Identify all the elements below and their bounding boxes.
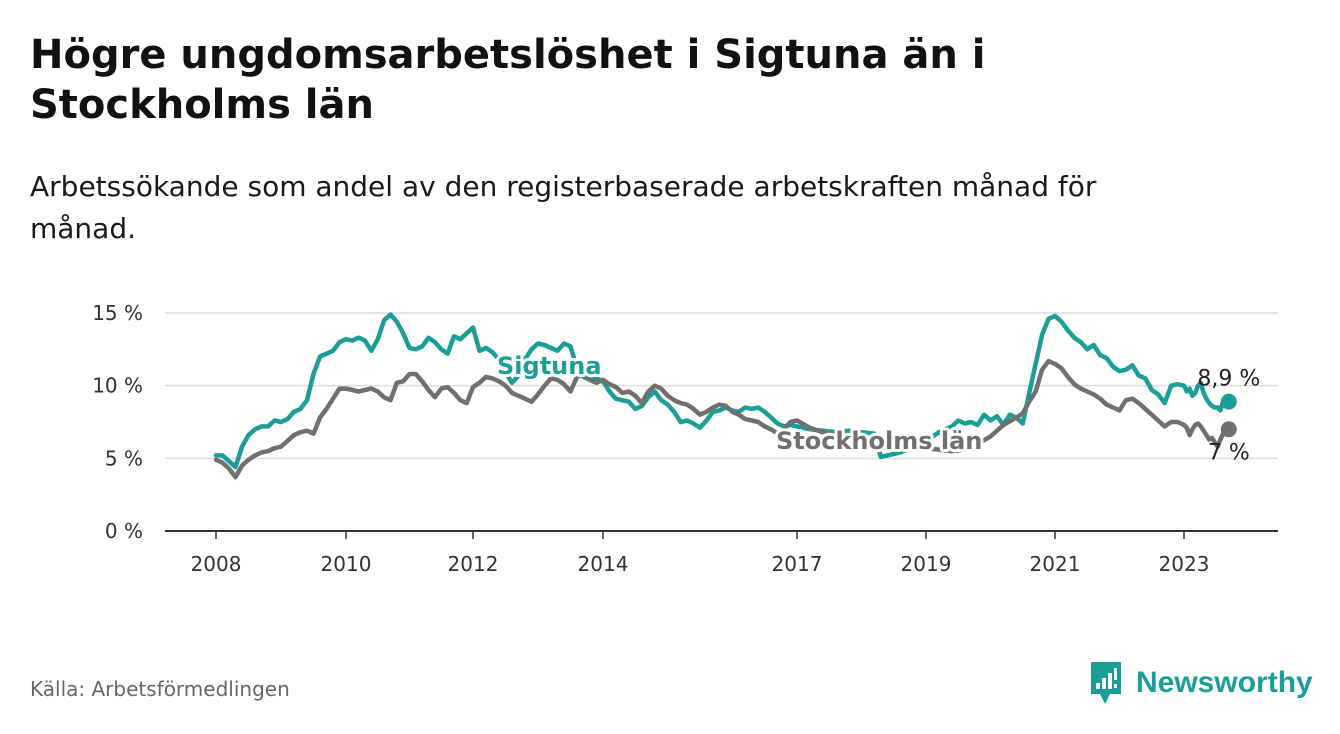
x-tick-label: 2023: [1159, 552, 1210, 576]
stockholm-end-label: 7 %: [1208, 440, 1250, 465]
sigtuna-end-dot: [1220, 393, 1237, 410]
x-tick-label: 2014: [578, 552, 629, 576]
chart-subtitle: Arbetssökande som andel av den registerb…: [30, 170, 1097, 245]
stockholm-line: [213, 358, 1232, 480]
line-chart: 0 % 5 % 10 % 15 % 2008 2010 2012 2014 2017 2019 20…: [92, 301, 1278, 576]
x-tick-label: 2017: [772, 552, 823, 576]
sigtuna-series-label: Sigtuna: [497, 352, 602, 380]
x-tick-label: 2021: [1030, 552, 1081, 576]
x-tick-label: 2008: [191, 552, 242, 576]
x-tick-label: 2012: [448, 552, 499, 576]
x-tick-label: 2010: [321, 552, 372, 576]
sigtuna-line: [213, 312, 1232, 470]
y-tick-label: 0 %: [105, 519, 143, 543]
sigtuna-end-label: 8,9 %: [1197, 367, 1260, 392]
brand-name: Newsworthy: [1136, 666, 1313, 699]
y-tick-label: 5 %: [105, 446, 143, 470]
stockholm-series-label: Stockholms län: [776, 427, 982, 455]
y-tick-label: 15 %: [92, 301, 143, 325]
source-note: Källa: Arbetsförmedlingen: [30, 677, 290, 701]
x-tick-label: 2019: [901, 552, 952, 576]
stockholm-end-dot: [1220, 421, 1237, 438]
brand-logo[interactable]: Newsworthy: [1088, 660, 1313, 706]
y-tick-label: 10 %: [92, 374, 143, 398]
chart-title: Högre ungdomsarbetslöshet i Sigtuna än i…: [30, 32, 986, 128]
newsworthy-logo-icon: [1091, 662, 1121, 704]
